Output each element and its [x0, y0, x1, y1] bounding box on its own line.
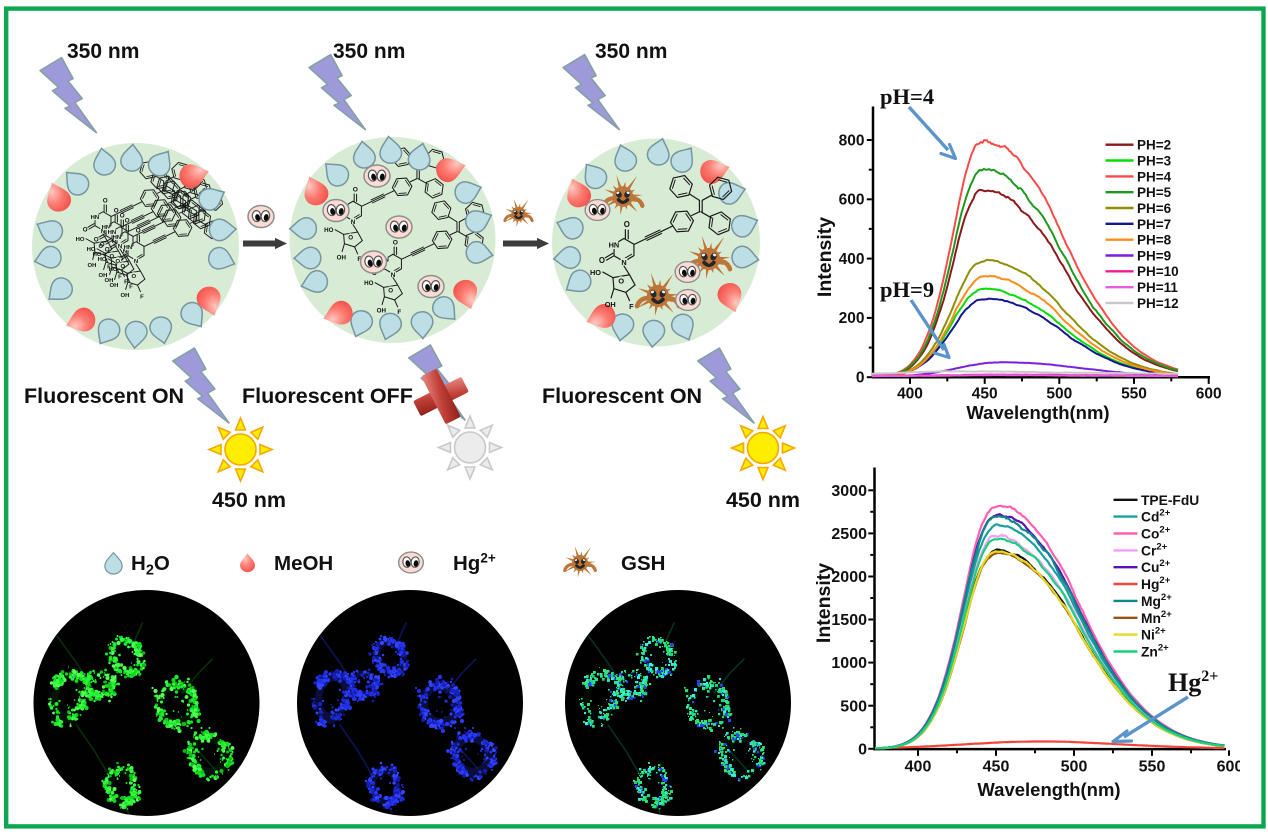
- svg-text:MeOH: MeOH: [274, 552, 333, 575]
- svg-text:Wavelength(nm): Wavelength(nm): [977, 779, 1120, 800]
- svg-text:1000: 1000: [831, 655, 867, 672]
- svg-text:600: 600: [1196, 386, 1222, 403]
- svg-text:pH=9: pH=9: [880, 277, 934, 302]
- svg-text:GSH: GSH: [621, 552, 665, 575]
- svg-text:2000: 2000: [831, 569, 867, 586]
- svg-text:500: 500: [840, 698, 867, 715]
- svg-text:550: 550: [1139, 759, 1166, 776]
- svg-text:200: 200: [839, 310, 865, 327]
- svg-text:450 nm: 450 nm: [212, 488, 286, 512]
- svg-text:3000: 3000: [831, 483, 867, 500]
- svg-text:1500: 1500: [831, 612, 867, 629]
- svg-text:PH=2: PH=2: [1137, 138, 1171, 153]
- svg-text:350 nm: 350 nm: [67, 40, 139, 63]
- svg-text:600: 600: [1217, 759, 1244, 776]
- svg-text:PH=9: PH=9: [1137, 248, 1171, 263]
- svg-text:Fluorescent ON: Fluorescent ON: [24, 384, 184, 408]
- svg-text:Wavelength(nm): Wavelength(nm): [966, 402, 1109, 423]
- svg-text:350 nm: 350 nm: [595, 40, 667, 63]
- svg-text:0: 0: [856, 370, 865, 387]
- svg-text:2500: 2500: [831, 526, 867, 543]
- svg-text:450: 450: [972, 386, 998, 403]
- svg-text:PH=8: PH=8: [1137, 233, 1172, 248]
- svg-text:Intensity: Intensity: [814, 217, 836, 297]
- svg-text:500: 500: [1061, 759, 1088, 776]
- svg-text:400: 400: [897, 386, 923, 403]
- svg-text:800: 800: [839, 132, 865, 149]
- svg-text:350 nm: 350 nm: [333, 40, 405, 63]
- svg-text:PH=11: PH=11: [1137, 280, 1178, 295]
- svg-text:450: 450: [983, 759, 1010, 776]
- svg-text:600: 600: [839, 192, 865, 209]
- svg-text:0: 0: [858, 741, 867, 758]
- svg-text:400: 400: [905, 759, 932, 776]
- svg-text:450 nm: 450 nm: [726, 488, 800, 512]
- svg-text:PH=7: PH=7: [1137, 217, 1171, 232]
- svg-text:PH=6: PH=6: [1137, 201, 1172, 216]
- svg-text:PH=4: PH=4: [1137, 169, 1172, 184]
- svg-text:PH=12: PH=12: [1137, 296, 1179, 311]
- svg-text:PH=10: PH=10: [1137, 264, 1179, 279]
- svg-text:PH=5: PH=5: [1137, 185, 1172, 200]
- svg-text:Fluorescent OFF: Fluorescent OFF: [242, 384, 413, 408]
- svg-text:550: 550: [1121, 386, 1147, 403]
- svg-text:pH=4: pH=4: [880, 84, 934, 109]
- svg-text:PH=3: PH=3: [1137, 153, 1172, 168]
- svg-text:Intensity: Intensity: [813, 563, 835, 643]
- svg-text:TPE-FdU: TPE-FdU: [1141, 493, 1199, 508]
- svg-text:400: 400: [839, 251, 865, 268]
- svg-text:500: 500: [1046, 386, 1072, 403]
- svg-text:Fluorescent ON: Fluorescent ON: [542, 384, 702, 408]
